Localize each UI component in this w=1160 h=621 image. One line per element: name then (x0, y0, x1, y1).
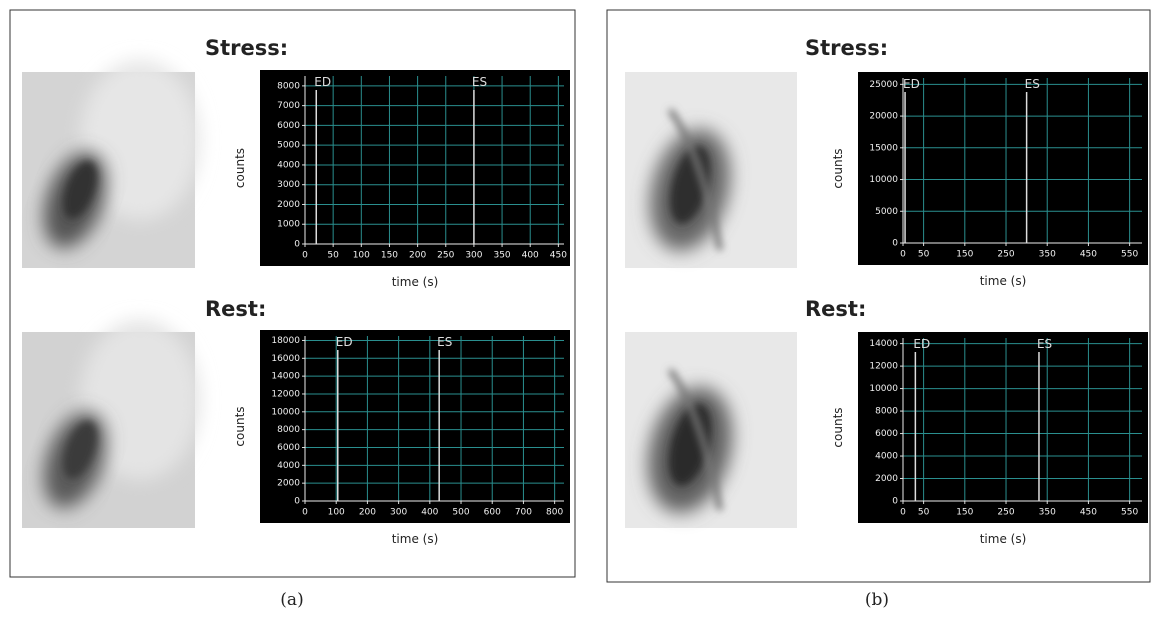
x-tick-label: 400 (522, 251, 539, 261)
x-tick-label: 350 (1039, 250, 1056, 260)
x-tick-label: 100 (328, 508, 345, 518)
y-tick-label: 18000 (271, 336, 300, 346)
x-axis-label: time (s) (980, 274, 1027, 288)
marker-label: ES (437, 335, 452, 349)
y-tick-label: 10000 (271, 407, 300, 417)
x-tick-label: 50 (918, 508, 930, 518)
x-tick-label: 150 (956, 250, 973, 260)
y-tick-label: 6000 (875, 429, 898, 439)
y-tick-label: 12000 (271, 389, 300, 399)
x-tick-label: 300 (390, 508, 407, 518)
x-tick-label: 100 (353, 251, 370, 261)
y-tick-label: 1000 (277, 220, 300, 230)
x-tick-label: 450 (550, 251, 567, 261)
y-tick-label: 5000 (277, 141, 300, 151)
scan-image (22, 320, 200, 528)
scan-image (625, 332, 797, 528)
x-tick-label: 50 (327, 251, 339, 261)
panel-frame (9, 9, 576, 578)
marker-label: ED (314, 75, 331, 89)
y-tick-label: 20000 (869, 112, 898, 122)
chart-title: Rest: (805, 297, 866, 321)
x-axis-label: time (s) (392, 532, 439, 546)
y-tick-label: 12000 (869, 362, 898, 372)
y-tick-label: 15000 (869, 143, 898, 153)
x-tick-label: 0 (900, 508, 906, 518)
y-axis-label: counts (831, 148, 845, 188)
x-tick-label: 450 (1080, 508, 1097, 518)
x-tick-label: 400 (421, 508, 438, 518)
marker-label: ES (1025, 77, 1040, 91)
x-axis-label: time (s) (392, 275, 439, 289)
y-tick-label: 4000 (277, 461, 300, 471)
x-tick-label: 200 (359, 508, 376, 518)
y-tick-label: 0 (294, 497, 300, 507)
chart-title: Stress: (805, 36, 888, 60)
x-tick-label: 0 (302, 251, 308, 261)
x-tick-label: 50 (918, 250, 930, 260)
y-tick-label: 14000 (869, 339, 898, 349)
x-tick-label: 250 (997, 250, 1014, 260)
x-tick-label: 0 (900, 250, 906, 260)
x-tick-label: 300 (465, 251, 482, 261)
y-tick-label: 2000 (875, 474, 898, 484)
plot-background (260, 330, 570, 523)
x-tick-label: 550 (1121, 508, 1138, 518)
y-tick-label: 2000 (277, 200, 300, 210)
y-tick-label: 0 (294, 240, 300, 250)
x-tick-label: 450 (1080, 250, 1097, 260)
y-axis-label: counts (233, 148, 247, 188)
y-axis-label: counts (233, 406, 247, 446)
y-tick-label: 6000 (277, 121, 300, 131)
y-tick-label: 5000 (875, 207, 898, 217)
y-tick-label: 10000 (869, 384, 898, 394)
x-axis-label: time (s) (980, 532, 1027, 546)
y-tick-label: 3000 (277, 180, 300, 190)
panel-frame (606, 9, 1151, 583)
plot-background (858, 72, 1148, 265)
panel-label: (b) (865, 590, 889, 610)
chart-title: Stress: (205, 36, 288, 60)
x-tick-label: 350 (1039, 508, 1056, 518)
y-tick-label: 0 (892, 239, 898, 249)
marker-label: ED (903, 77, 920, 91)
y-axis-label: counts (831, 407, 845, 447)
y-tick-label: 4000 (875, 452, 898, 462)
marker-label: ED (913, 337, 930, 351)
x-tick-label: 250 (437, 251, 454, 261)
x-tick-label: 500 (452, 508, 469, 518)
y-tick-label: 4000 (277, 160, 300, 170)
chart-title: Rest: (205, 297, 266, 321)
plot-background (260, 70, 570, 266)
x-tick-label: 800 (546, 508, 563, 518)
x-tick-label: 350 (493, 251, 510, 261)
panel-label: (a) (280, 590, 303, 610)
x-tick-label: 150 (381, 251, 398, 261)
marker-label: ED (336, 335, 353, 349)
marker-label: ES (472, 75, 487, 89)
y-tick-label: 0 (892, 497, 898, 507)
y-tick-label: 8000 (277, 81, 300, 91)
marker-label: ES (1037, 337, 1052, 351)
x-tick-label: 700 (515, 508, 532, 518)
y-tick-label: 8000 (875, 407, 898, 417)
x-tick-label: 0 (302, 508, 308, 518)
y-tick-label: 8000 (277, 425, 300, 435)
y-tick-label: 7000 (277, 101, 300, 111)
y-tick-label: 10000 (869, 175, 898, 185)
y-tick-label: 6000 (277, 443, 300, 453)
x-tick-label: 550 (1121, 250, 1138, 260)
scan-image (625, 72, 797, 268)
x-tick-label: 600 (484, 508, 501, 518)
y-tick-label: 2000 (277, 479, 300, 489)
y-tick-label: 16000 (271, 354, 300, 364)
plot-background (858, 332, 1148, 523)
x-tick-label: 200 (409, 251, 426, 261)
y-tick-label: 25000 (869, 80, 898, 90)
scan-image (22, 60, 200, 268)
y-tick-label: 14000 (271, 372, 300, 382)
x-tick-label: 250 (997, 508, 1014, 518)
x-tick-label: 150 (956, 508, 973, 518)
